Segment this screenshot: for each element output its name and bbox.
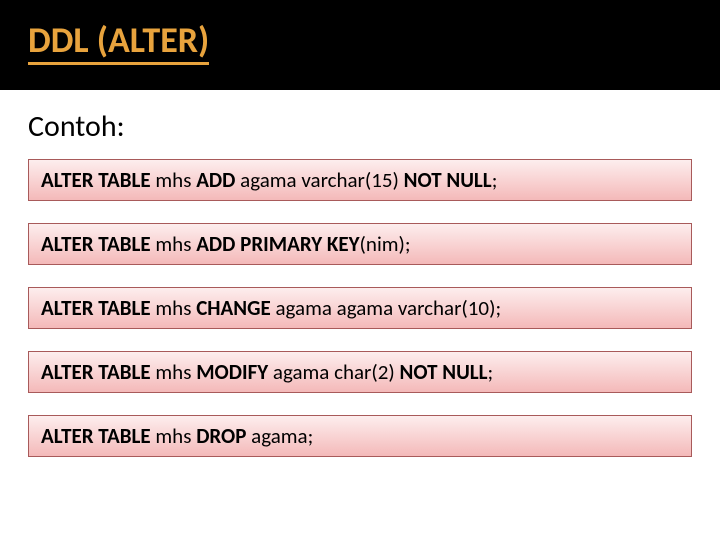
keyword: DROP [196, 423, 246, 449]
keyword: CHANGE [196, 295, 271, 321]
code-text: mhs [151, 423, 197, 449]
keyword: ALTER TABLE [41, 359, 151, 385]
keyword: ADD PRIMARY KEY [196, 231, 359, 257]
sql-statement: ALTER TABLE mhs ADD agama varchar(15) NO… [28, 159, 692, 201]
code-text: mhs [151, 295, 197, 321]
keyword: ALTER TABLE [41, 231, 151, 257]
keyword: MODIFY [196, 359, 268, 385]
keyword: ADD [196, 167, 235, 193]
sql-statement: ALTER TABLE mhs ADD PRIMARY KEY(nim); [28, 223, 692, 265]
slide-header: DDL (ALTER) [0, 0, 720, 90]
keyword: ALTER TABLE [41, 295, 151, 321]
keyword: ALTER TABLE [41, 423, 151, 449]
slide-content: Contoh: ALTER TABLE mhs ADD agama varcha… [0, 90, 720, 457]
sql-statement: ALTER TABLE mhs CHANGE agama agama varch… [28, 287, 692, 329]
code-text: mhs [151, 359, 197, 385]
sql-statement: ALTER TABLE mhs DROP agama; [28, 415, 692, 457]
code-text: agama varchar(15) [235, 167, 403, 193]
sql-statement: ALTER TABLE mhs MODIFY agama char(2) NOT… [28, 351, 692, 393]
keyword: NOT NULL [404, 167, 492, 193]
code-text: ; [488, 359, 494, 385]
code-text: agama char(2) [268, 359, 399, 385]
code-text: mhs [151, 167, 197, 193]
keyword: ALTER TABLE [41, 167, 151, 193]
code-text: mhs [151, 231, 197, 257]
code-text: (nim); [360, 231, 411, 257]
keyword: NOT NULL [400, 359, 488, 385]
slide-title: DDL (ALTER) [28, 18, 209, 65]
code-text: ; [492, 167, 498, 193]
code-text: agama; [246, 423, 313, 449]
code-text: agama agama varchar(10); [271, 295, 501, 321]
subtitle: Contoh: [28, 108, 692, 145]
